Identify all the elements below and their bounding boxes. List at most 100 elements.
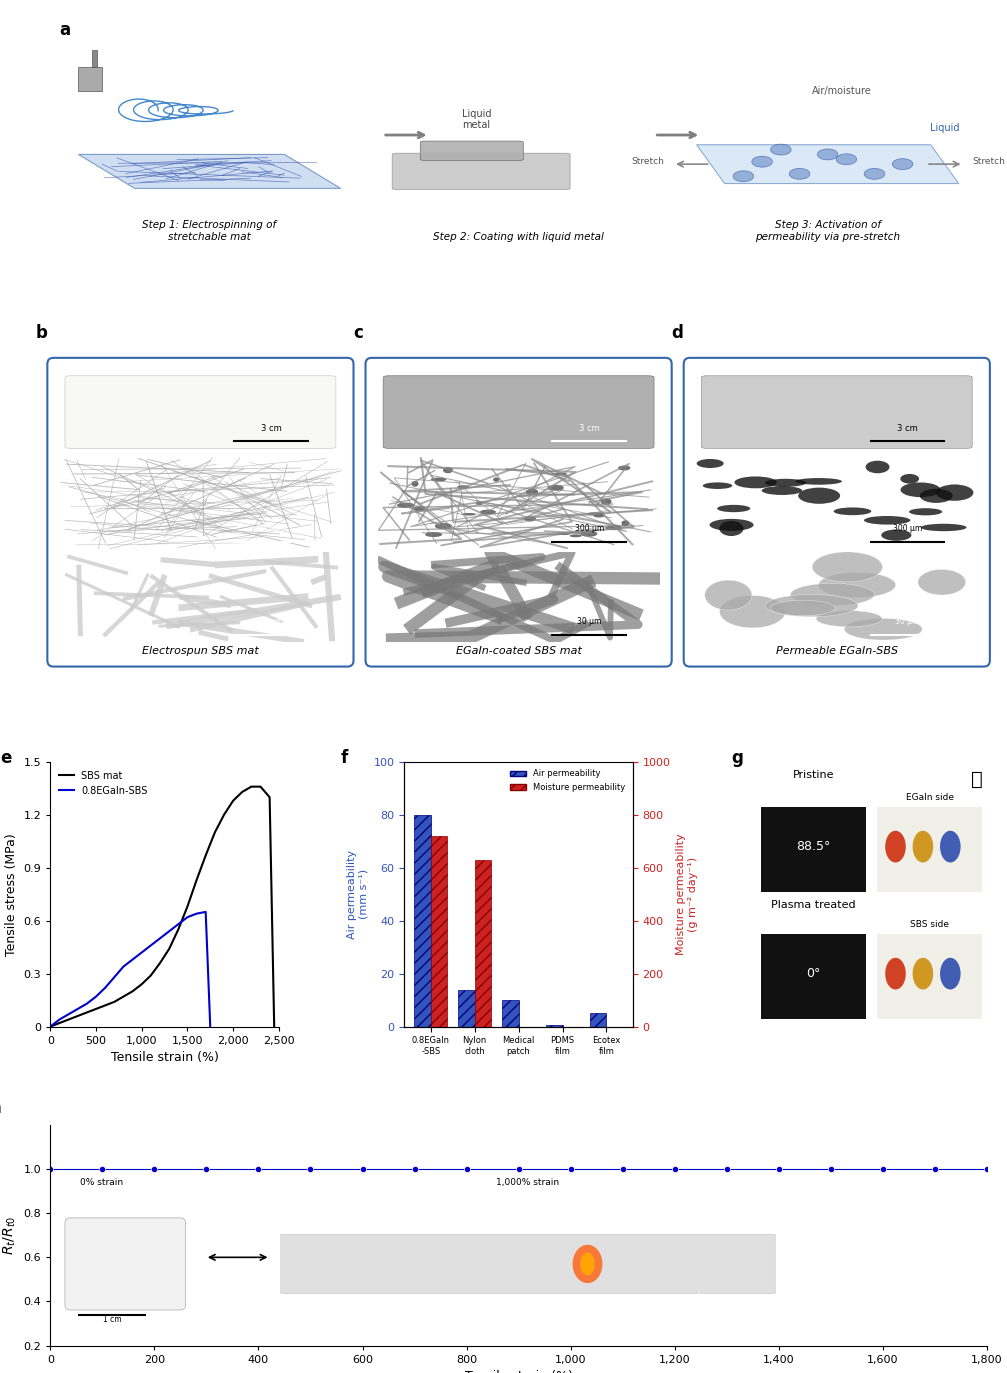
Text: Step 3: Activation of
permeability via pre-stretch: Step 3: Activation of permeability via p… xyxy=(755,220,900,242)
0.8EGaIn-SBS xyxy=(62,1006,75,1023)
Ellipse shape xyxy=(836,154,857,165)
0.8EGaIn-SBS xyxy=(172,916,184,932)
0.8EGaIn-SBS xyxy=(44,1019,56,1035)
Text: Liquid
metal: Liquid metal xyxy=(462,108,491,130)
Line: 0.8EGaIn-SBS: 0.8EGaIn-SBS xyxy=(50,912,210,1027)
0.8EGaIn-SBS xyxy=(204,1019,217,1035)
SBS mat xyxy=(136,976,148,993)
Text: Liquid: Liquid xyxy=(930,122,960,133)
SBS mat xyxy=(268,1019,280,1035)
Bar xyxy=(474,859,491,1027)
SBS mat xyxy=(181,898,193,914)
Text: 0°: 0° xyxy=(806,967,821,980)
Text: Plasma treated: Plasma treated xyxy=(771,899,856,909)
Ellipse shape xyxy=(885,958,905,990)
0.8EGaIn-SBS xyxy=(90,989,102,1005)
FancyBboxPatch shape xyxy=(760,934,866,1019)
Ellipse shape xyxy=(818,148,838,159)
Text: d: d xyxy=(672,324,684,342)
Bar xyxy=(590,1013,606,1027)
Polygon shape xyxy=(697,144,959,184)
0.8EGaIn-SBS xyxy=(163,923,175,939)
Ellipse shape xyxy=(912,831,933,862)
Text: 0% strain: 0% strain xyxy=(81,1178,124,1186)
Ellipse shape xyxy=(912,958,933,990)
SBS mat xyxy=(154,954,166,971)
0.8EGaIn-SBS xyxy=(53,1012,65,1028)
FancyBboxPatch shape xyxy=(392,154,570,189)
Text: Stretch: Stretch xyxy=(631,157,664,166)
Text: Stretch: Stretch xyxy=(973,157,1006,166)
Legend: SBS mat, 0.8EGaIn-SBS: SBS mat, 0.8EGaIn-SBS xyxy=(55,766,152,799)
Ellipse shape xyxy=(941,958,961,990)
Text: EGaIn side: EGaIn side xyxy=(905,792,954,802)
FancyBboxPatch shape xyxy=(420,141,524,161)
Ellipse shape xyxy=(752,157,772,168)
SBS mat xyxy=(71,1008,84,1024)
Bar xyxy=(458,990,474,1027)
SBS mat xyxy=(90,1001,102,1017)
Text: SBS side: SBS side xyxy=(910,920,950,928)
SBS mat xyxy=(199,847,211,864)
0.8EGaIn-SBS xyxy=(136,945,148,961)
Bar xyxy=(501,1000,519,1027)
Text: 1,000% strain: 1,000% strain xyxy=(496,1178,560,1186)
SBS mat xyxy=(163,941,175,957)
0.8EGaIn-SBS xyxy=(181,909,193,925)
Text: Permeable EGaIn-SBS: Permeable EGaIn-SBS xyxy=(775,645,898,656)
SBS mat xyxy=(255,778,267,795)
SBS mat xyxy=(264,789,276,806)
0.8EGaIn-SBS xyxy=(109,969,121,986)
SBS mat xyxy=(44,1019,56,1035)
0.8EGaIn-SBS xyxy=(71,1001,84,1017)
SBS mat xyxy=(246,778,258,795)
FancyBboxPatch shape xyxy=(877,934,982,1019)
Text: e: e xyxy=(0,748,11,766)
SBS mat xyxy=(172,921,184,938)
Y-axis label: Tensile stress (MPa): Tensile stress (MPa) xyxy=(5,833,18,956)
SBS mat xyxy=(81,1004,93,1020)
SBS mat xyxy=(53,1015,65,1031)
SBS mat xyxy=(62,1012,75,1028)
SBS mat xyxy=(208,824,221,840)
Text: EGaIn-coated SBS mat: EGaIn-coated SBS mat xyxy=(455,645,582,656)
FancyBboxPatch shape xyxy=(760,807,866,891)
0.8EGaIn-SBS xyxy=(127,951,139,968)
0.8EGaIn-SBS xyxy=(118,958,130,975)
0.8EGaIn-SBS xyxy=(190,905,202,921)
Text: Step 1: Electrospinning of
stretchable mat: Step 1: Electrospinning of stretchable m… xyxy=(143,220,277,242)
Legend: Air permeability, Moisture permeability: Air permeability, Moisture permeability xyxy=(507,766,628,795)
X-axis label: Tensile strain (%): Tensile strain (%) xyxy=(464,1370,573,1373)
0.8EGaIn-SBS xyxy=(49,1015,61,1031)
Text: a: a xyxy=(59,21,70,38)
Text: Step 2: Coating with liquid metal: Step 2: Coating with liquid metal xyxy=(433,232,604,242)
Text: 💧: 💧 xyxy=(971,770,982,789)
Bar xyxy=(431,836,447,1027)
SBS mat xyxy=(49,1016,61,1032)
Polygon shape xyxy=(79,154,340,188)
Bar xyxy=(414,814,431,1027)
SBS mat xyxy=(237,784,249,800)
SBS mat xyxy=(190,872,202,888)
SBS mat xyxy=(145,967,157,983)
Text: 88.5°: 88.5° xyxy=(797,840,831,853)
0.8EGaIn-SBS xyxy=(145,938,157,954)
0.8EGaIn-SBS xyxy=(154,930,166,946)
0.8EGaIn-SBS xyxy=(99,979,111,995)
Y-axis label: Moisture permeability
(g m⁻² day⁻¹): Moisture permeability (g m⁻² day⁻¹) xyxy=(676,833,698,956)
Text: c: c xyxy=(353,324,364,342)
Text: h: h xyxy=(0,1098,1,1116)
Ellipse shape xyxy=(864,169,885,180)
SBS mat xyxy=(99,997,111,1013)
0.8EGaIn-SBS xyxy=(81,995,93,1012)
Ellipse shape xyxy=(770,144,792,155)
SBS mat xyxy=(227,792,239,809)
Ellipse shape xyxy=(941,831,961,862)
SBS mat xyxy=(109,994,121,1011)
Text: Pristine: Pristine xyxy=(793,770,834,780)
Y-axis label: $R_t/R_{t0}$: $R_t/R_{t0}$ xyxy=(2,1215,18,1255)
Text: Air/moisture: Air/moisture xyxy=(812,86,872,96)
SBS mat xyxy=(127,983,139,1000)
FancyBboxPatch shape xyxy=(877,807,982,891)
Ellipse shape xyxy=(789,169,810,180)
